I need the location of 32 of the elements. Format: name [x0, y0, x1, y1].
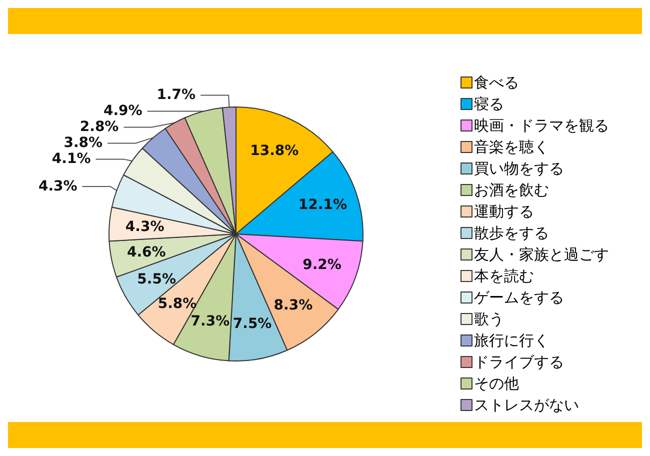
data-label: 5.5% [137, 271, 176, 288]
legend-label: 旅行に行く [474, 332, 549, 350]
data-label: 2.8% [80, 119, 119, 136]
data-label: 4.1% [52, 151, 91, 168]
legend-label: 音楽を聴く [474, 138, 549, 156]
data-label: 4.6% [126, 244, 166, 260]
data-label: 7.3% [190, 314, 230, 330]
legend-label: 友人・家族と過ごす [474, 246, 609, 264]
data-label: 12.1% [298, 196, 347, 213]
legend-label: その他 [474, 374, 519, 392]
legend-label: ドライブする [474, 353, 564, 371]
legend-label: 映画・ドラマを観る [474, 116, 609, 134]
data-label: 8.3% [274, 297, 313, 314]
legend-label: 運動する [474, 202, 534, 220]
data-label: 1.7% [156, 87, 196, 104]
data-label: 13.8% [250, 143, 299, 160]
data-label: 7.5% [232, 316, 272, 332]
data-label: 4.3% [38, 178, 78, 195]
legend-label: 歌う [474, 310, 504, 328]
data-label: 5.8% [158, 296, 197, 312]
legend-label: 本を読む [474, 267, 534, 285]
data-label: 3.8% [64, 135, 103, 152]
legend-label: ストレスがない [474, 396, 579, 414]
legend-label: 買い物をする [474, 160, 564, 178]
data-label: 4.9% [103, 103, 142, 120]
legend-label: 寝る [474, 95, 504, 113]
data-label: 4.3% [125, 218, 164, 235]
legend-label: 散歩をする [474, 224, 549, 242]
legend-label: ゲームをする [474, 288, 564, 306]
legend-label: お酒を飲む [474, 181, 549, 199]
legend-label: 食べる [474, 74, 519, 92]
data-label: 9.2% [302, 256, 342, 273]
